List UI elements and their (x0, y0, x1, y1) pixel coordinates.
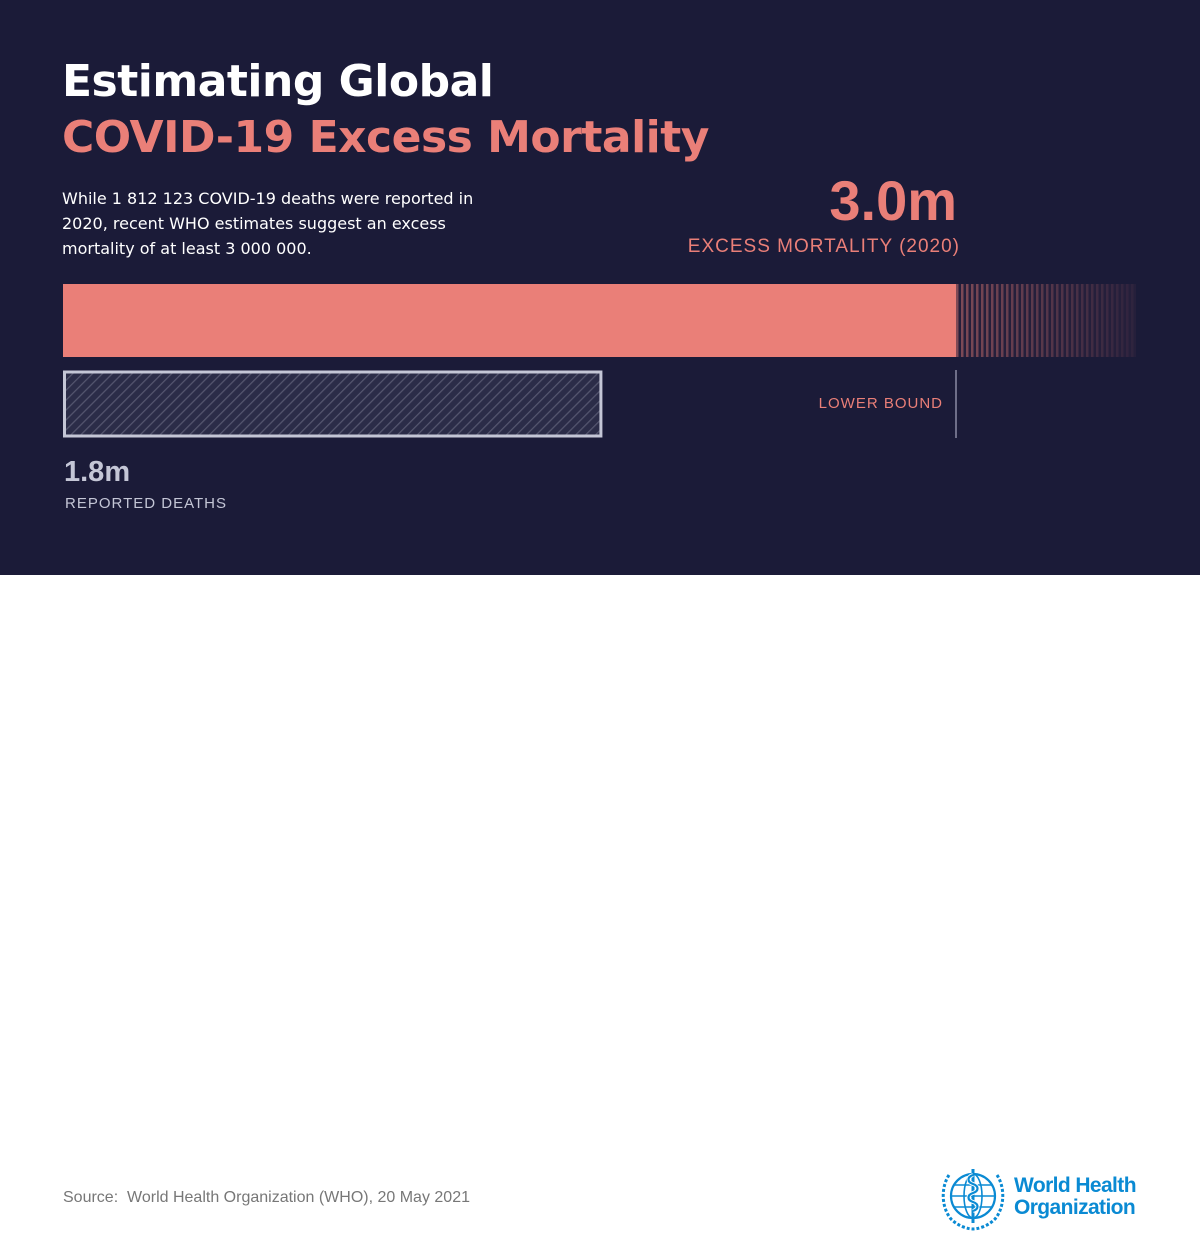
chart-panel: Estimating Global COVID-19 Excess Mortal… (0, 0, 1200, 575)
bar-chart (63, 284, 1136, 438)
uncertainty-stripe (976, 284, 979, 357)
uncertainty-stripe (1111, 284, 1114, 357)
uncertainty-stripe (1021, 284, 1024, 357)
title-line-2: COVID-19 Excess Mortality (62, 112, 709, 163)
uncertainty-stripe (1121, 284, 1124, 357)
who-logo[interactable]: World Health Organization (937, 1165, 1147, 1233)
who-emblem-icon (941, 1169, 1005, 1231)
uncertainty-stripe (1036, 284, 1039, 357)
footer: Source: World Health Organization (WHO),… (0, 575, 1200, 1231)
title-line-1: Estimating Global (62, 56, 494, 107)
uncertainty-stripe (1126, 284, 1129, 357)
uncertainty-stripe (1041, 284, 1044, 357)
uncertainty-stripe (1066, 284, 1069, 357)
uncertainty-stripe (1071, 284, 1074, 357)
uncertainty-stripe (1131, 284, 1134, 357)
uncertainty-stripe (1051, 284, 1054, 357)
uncertainty-stripe (996, 284, 999, 357)
uncertainty-stripe (1061, 284, 1064, 357)
uncertainty-stripe (1086, 284, 1089, 357)
uncertainty-stripe (956, 284, 959, 357)
who-logo-line-2: Organization (1014, 1196, 1136, 1219)
uncertainty-stripes (956, 284, 1136, 357)
reported-series-label: REPORTED DEATHS (65, 495, 227, 512)
uncertainty-stripe (1056, 284, 1059, 357)
uncertainty-stripe (966, 284, 969, 357)
uncertainty-stripe (991, 284, 994, 357)
uncertainty-stripe (1106, 284, 1109, 357)
uncertainty-stripe (986, 284, 989, 357)
uncertainty-stripes-bg (956, 284, 1136, 357)
uncertainty-stripe (1001, 284, 1004, 357)
uncertainty-stripe (1081, 284, 1084, 357)
uncertainty-stripe (1006, 284, 1009, 357)
uncertainty-stripe (1011, 284, 1014, 357)
uncertainty-stripe (1116, 284, 1119, 357)
uncertainty-stripe (1091, 284, 1094, 357)
description: While 1 812 123 COVID-19 deaths were rep… (62, 189, 474, 258)
uncertainty-stripe (981, 284, 984, 357)
excess-value-label: 3.0m (829, 169, 957, 232)
source-note: Source: World Health Organization (WHO),… (63, 1189, 470, 1206)
reported-deaths-bar (63, 370, 603, 438)
uncertainty-stripe (1076, 284, 1079, 357)
uncertainty-stripe (971, 284, 974, 357)
who-logo-line-1: World Health (1014, 1174, 1137, 1197)
uncertainty-stripe (1096, 284, 1099, 357)
who-logo-text: World Health Organization (1014, 1174, 1137, 1219)
uncertainty-stripe (961, 284, 964, 357)
excess-mortality-bar (63, 284, 956, 357)
lower-bound-label: LOWER BOUND (818, 395, 943, 412)
uncertainty-stripe (1026, 284, 1029, 357)
uncertainty-stripe (1031, 284, 1034, 357)
uncertainty-stripe (1046, 284, 1049, 357)
uncertainty-stripe (1101, 284, 1104, 357)
reported-value-label: 1.8m (64, 456, 131, 488)
uncertainty-stripe (1016, 284, 1019, 357)
excess-series-label: EXCESS MORTALITY (2020) (687, 236, 960, 257)
